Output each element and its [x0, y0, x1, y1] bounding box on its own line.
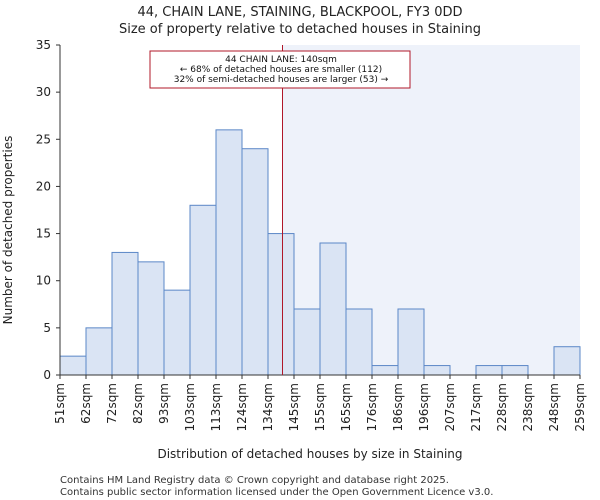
- x-tick-label: 165sqm: [339, 383, 353, 431]
- x-tick-label: 62sqm: [79, 383, 93, 424]
- y-ticks: 0 5 10 15 20 25 30 35: [36, 38, 60, 382]
- bar: [423, 365, 451, 376]
- bar: [397, 308, 425, 376]
- annotation-line-2: ← 68% of detached houses are smaller (11…: [180, 65, 382, 75]
- x-tick-label: 134sqm: [261, 383, 275, 431]
- bar: [267, 233, 295, 376]
- bar: [293, 308, 321, 376]
- bar: [137, 261, 165, 376]
- x-tick-label: 196sqm: [417, 383, 431, 431]
- bar: [553, 346, 581, 376]
- footer-line-2: Contains public sector information licen…: [60, 487, 493, 498]
- x-tick-label: 51sqm: [53, 383, 67, 424]
- x-tick-label: 82sqm: [131, 383, 145, 424]
- bars: [59, 129, 581, 376]
- x-tick-label: 228sqm: [495, 383, 509, 431]
- bar: [163, 289, 191, 376]
- x-tick-label: 93sqm: [157, 383, 171, 424]
- annotation-frame: [149, 50, 411, 89]
- x-tick-label: 124sqm: [235, 383, 249, 431]
- x-tick-label: 145sqm: [287, 383, 301, 431]
- y-axis-label: Number of detached properties: [1, 136, 15, 325]
- x-ticks: 51sqm 62sqm 72sqm 82sqm 93sqm 103sqm 113sqm 124…: [53, 375, 587, 431]
- x-axis-label: Distribution of detached houses by size …: [157, 447, 462, 461]
- annotation-line-1: 44 CHAIN LANE: 140sqm: [225, 55, 337, 65]
- bar: [319, 242, 347, 376]
- bar: [189, 204, 217, 376]
- chart-title: 44, CHAIN LANE, STAINING, BLACKPOOL, FY3…: [137, 5, 462, 20]
- x-tick-label: 248sqm: [547, 383, 561, 431]
- x-tick-label: 155sqm: [313, 383, 327, 431]
- y-tick-label: 25: [36, 132, 51, 146]
- x-tick-label: 207sqm: [443, 383, 457, 431]
- footer-line-1: Contains HM Land Registry data © Crown c…: [60, 475, 449, 486]
- bar: [501, 365, 529, 376]
- x-tick-label: 217sqm: [469, 383, 483, 431]
- annotation-line-3: 32% of semi-detached houses are larger (…: [174, 75, 389, 85]
- bar: [345, 308, 373, 376]
- y-tick-label: 0: [43, 368, 51, 382]
- x-tick-label: 186sqm: [391, 383, 405, 431]
- y-tick-label: 20: [36, 179, 51, 193]
- bar: [85, 327, 113, 376]
- bar: [475, 365, 503, 376]
- x-tick-label: 113sqm: [209, 383, 223, 431]
- y-tick-label: 35: [36, 38, 51, 52]
- chart-subtitle: Size of property relative to detached ho…: [119, 22, 481, 37]
- y-tick-label: 15: [36, 227, 51, 241]
- y-tick-label: 30: [36, 85, 51, 99]
- x-tick-label: 103sqm: [183, 383, 197, 431]
- x-tick-label: 238sqm: [521, 383, 535, 431]
- y-tick-label: 5: [43, 321, 51, 335]
- bar: [111, 251, 139, 376]
- bar: [371, 365, 399, 376]
- y-tick-label: 10: [36, 274, 51, 288]
- bar: [241, 148, 269, 376]
- x-tick-label: 259sqm: [573, 383, 587, 431]
- x-tick-label: 176sqm: [365, 383, 379, 431]
- bar: [59, 355, 87, 376]
- bar: [215, 129, 243, 376]
- annotation-box: 44 CHAIN LANE: 140sqm ← 68% of detached …: [149, 50, 411, 89]
- x-tick-label: 72sqm: [105, 383, 119, 424]
